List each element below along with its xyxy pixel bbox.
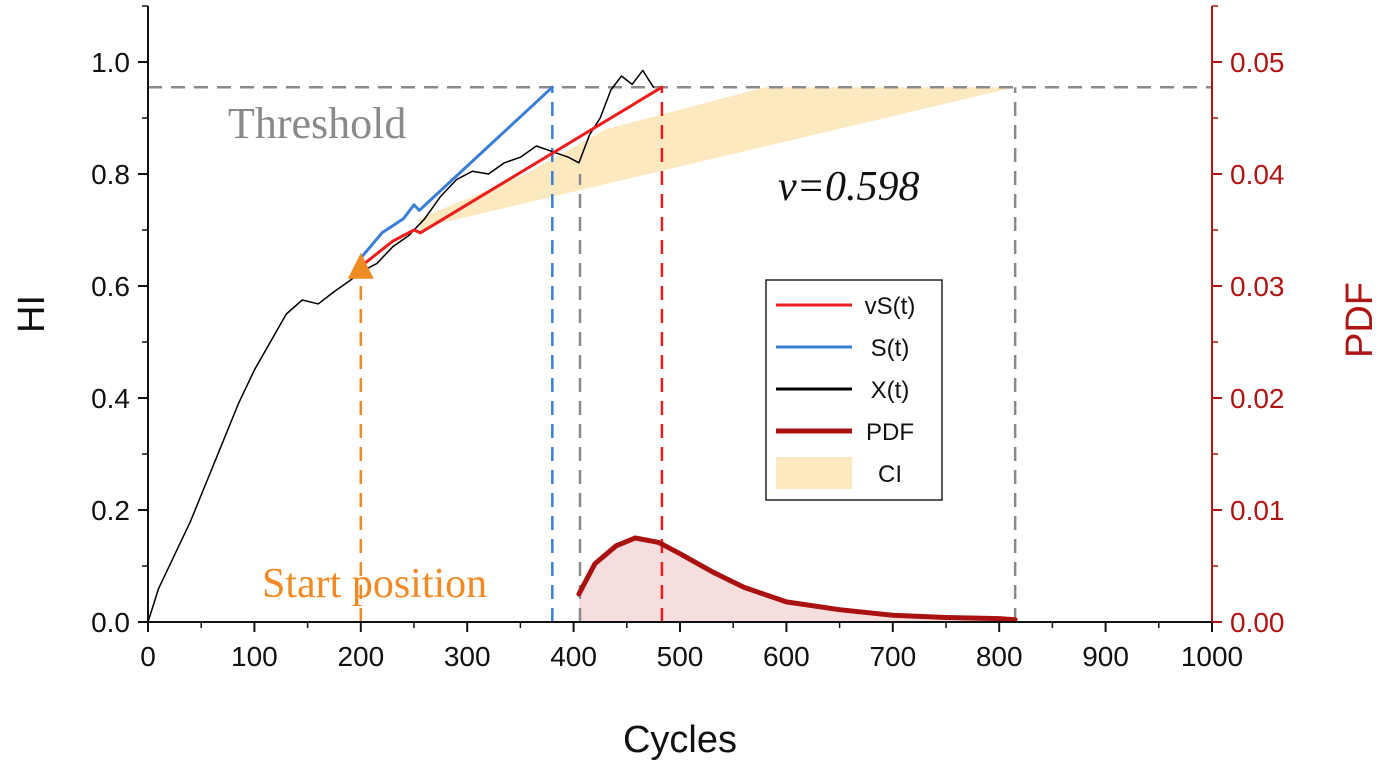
y-tick-label: 0.6	[91, 271, 130, 302]
x-tick-label: 1000	[1181, 641, 1243, 672]
x-tick-label: 200	[337, 641, 384, 672]
y-axis-label: HI	[11, 295, 53, 333]
x-tick-label: 500	[657, 641, 704, 672]
y-tick-label: 0.8	[91, 159, 130, 190]
x-tick-label: 600	[763, 641, 810, 672]
x-tick-label: 700	[869, 641, 916, 672]
legend-swatch-ci	[776, 457, 852, 489]
x-axis-label: Cycles	[623, 719, 737, 761]
reference-lines	[148, 85, 1212, 622]
x-tick-label: 100	[231, 641, 278, 672]
x-tick-label: 900	[1082, 641, 1129, 672]
ci-band	[419, 87, 1016, 236]
y2-tick-label: 0.01	[1230, 495, 1285, 526]
y-tick-label: 0.2	[91, 495, 130, 526]
y2-axis-label: PDF	[1339, 282, 1381, 358]
legend-label: X(t)	[871, 377, 910, 404]
legend-label: S(t)	[871, 335, 910, 362]
y-tick-label: 0.0	[91, 607, 130, 638]
legend: vS(t) S(t) X(t) PDF CI	[765, 279, 943, 501]
y2-tick-label: 0.00	[1230, 607, 1285, 638]
x-tick-label: 800	[976, 641, 1023, 672]
x-tick-label: 0	[140, 641, 156, 672]
nu-label: ν=0.598	[778, 164, 919, 210]
axes: 0 100 200 300 400 500 600 700 800 900 1000 0.0 0.2 0.…	[11, 5, 1381, 761]
legend-label: PDF	[866, 419, 914, 446]
y-tick-label: 0.4	[91, 383, 130, 414]
series-layer	[147, 69, 1018, 623]
y2-tick-label: 0.02	[1230, 383, 1285, 414]
legend-label: CI	[878, 461, 902, 488]
y2-tick-label: 0.03	[1230, 271, 1285, 302]
x-tick-label: 400	[550, 641, 597, 672]
annotations: Threshold Start position ν=0.598	[228, 99, 919, 607]
legend-label: vS(t)	[865, 293, 916, 320]
x-series-line	[147, 69, 655, 623]
vs-series-line	[359, 85, 664, 268]
threshold-label: Threshold	[228, 99, 406, 148]
y-tick-label: 1.0	[91, 47, 130, 78]
pdf-area	[578, 538, 1016, 622]
y2-tick-label: 0.05	[1230, 47, 1285, 78]
start-position-marker	[347, 252, 374, 279]
y2-tick-label: 0.04	[1230, 159, 1285, 190]
s-series-line	[359, 85, 554, 260]
start-position-label: Start position	[262, 561, 487, 607]
x-tick-label: 300	[444, 641, 491, 672]
pdf-series-line	[576, 535, 1018, 623]
